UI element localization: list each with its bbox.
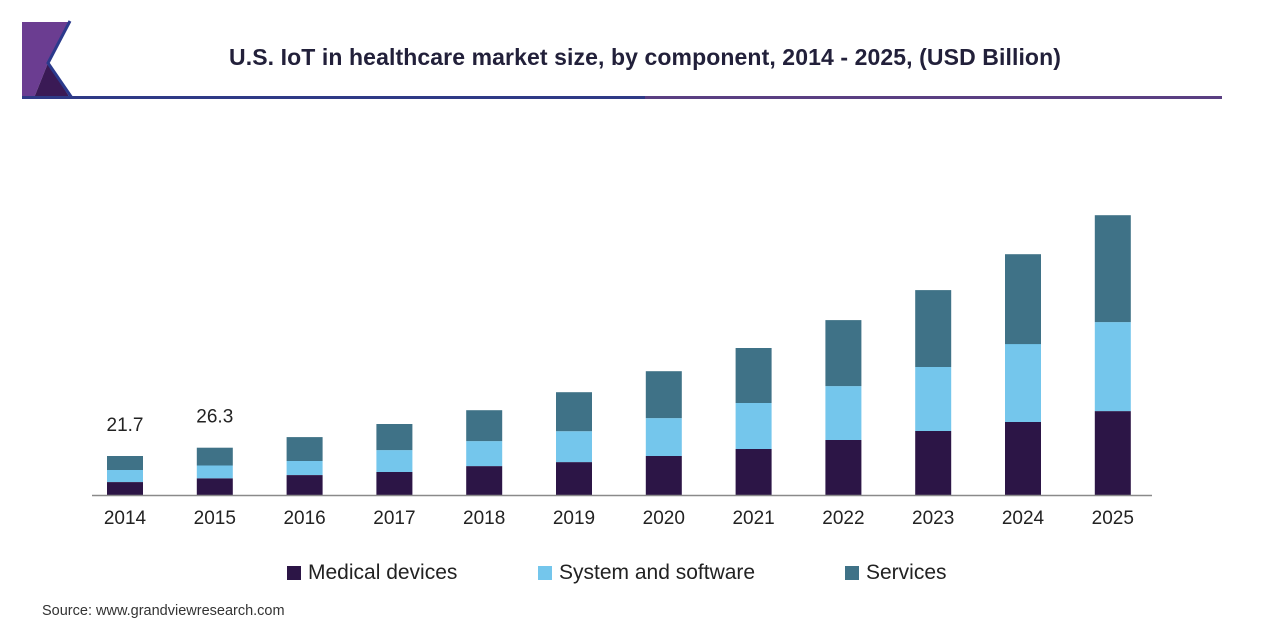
legend-item-system-and-software: System and software: [538, 561, 755, 585]
x-tick-label-2017: 2017: [373, 508, 415, 529]
bar-segment-system-and-software-2019: [556, 431, 592, 463]
data-label-2014: 21.7: [107, 415, 144, 436]
bar-segment-medical-devices-2017: [376, 472, 413, 495]
bar-segment-medical-devices-2023: [915, 431, 952, 495]
brand-logo: [22, 20, 74, 99]
bar-segment-medical-devices-2024: [1005, 422, 1041, 495]
bar-segment-system-and-software-2025: [1094, 322, 1131, 412]
source-note: Source: www.grandviewresearch.com: [42, 603, 285, 619]
bar-segment-medical-devices-2022: [825, 440, 862, 495]
bar-segment-services-2017: [376, 424, 413, 451]
data-label-2015: 26.3: [196, 407, 233, 428]
bar-segment-system-and-software-2017: [376, 450, 413, 472]
logo-purple-lower: [22, 63, 48, 98]
bar-segment-system-and-software-2022: [825, 386, 862, 440]
bar-segment-system-and-software-2016: [286, 461, 323, 475]
bar-segment-services-2018: [466, 410, 503, 442]
x-tick-label-2016: 2016: [283, 508, 325, 529]
logo-dark-triangle: [34, 63, 70, 98]
legend-swatch-system-and-software: [538, 566, 552, 580]
legend-swatch-medical-devices: [287, 566, 301, 580]
bar-segment-services-2019: [556, 392, 592, 432]
x-tick-label-2021: 2021: [732, 508, 774, 529]
x-tick-label-2015: 2015: [194, 508, 236, 529]
x-tick-label-2020: 2020: [643, 508, 685, 529]
header-divider-left: [22, 96, 645, 99]
bar-segment-system-and-software-2024: [1005, 344, 1041, 422]
bar-segment-medical-devices-2014: [107, 482, 143, 495]
header-divider-right: [645, 96, 1222, 99]
bar-segment-medical-devices-2021: [735, 449, 772, 495]
logo-chevron-edge: [46, 20, 74, 99]
bar-segment-services-2020: [645, 371, 682, 419]
legend-label: Services: [866, 561, 947, 584]
bar-segment-services-2016: [286, 437, 323, 461]
stacked-bar-chart: 2014 2015 2016 2017 2018 2019 2020 2021 2022 2023…: [92, 215, 1152, 529]
x-tick-label-2022: 2022: [822, 508, 864, 529]
legend-label: System and software: [559, 561, 756, 584]
x-tick-label-2023: 2023: [912, 508, 954, 529]
bar-segment-medical-devices-2020: [645, 456, 682, 495]
chart-title: U.S. IoT in healthcare market size, by c…: [229, 44, 1061, 70]
bar-segment-services-2024: [1005, 254, 1041, 345]
bar-segment-system-and-software-2020: [645, 418, 682, 456]
bar-segment-services-2023: [915, 290, 952, 367]
bar-segment-services-2021: [735, 348, 772, 403]
bar-segment-system-and-software-2014: [107, 470, 143, 482]
bar-segment-services-2025: [1094, 215, 1131, 323]
legend-swatch-services: [845, 566, 859, 580]
x-tick-labels: 2014 2015 2016 2017 2018 2019 2020 2021 2022 2023…: [104, 508, 1134, 529]
x-tick-label-2025: 2025: [1092, 508, 1134, 529]
x-tick-label-2024: 2024: [1002, 508, 1045, 529]
x-tick-label-2014: 2014: [104, 508, 147, 529]
data-labels: 21.7 26.3: [107, 407, 234, 436]
legend-item-medical-devices: Medical devices: [287, 561, 457, 585]
legend: Medical devices System and software Serv…: [0, 561, 1264, 591]
bar-segment-services-2014: [107, 456, 143, 470]
bar-segment-medical-devices-2018: [466, 466, 503, 495]
bar-segment-medical-devices-2019: [556, 462, 592, 495]
bar-segment-system-and-software-2023: [915, 367, 952, 431]
legend-label: Medical devices: [308, 561, 458, 584]
bar-segment-medical-devices-2016: [286, 475, 323, 495]
bar-segment-medical-devices-2025: [1094, 411, 1131, 495]
legend-item-services: Services: [845, 561, 947, 585]
bar-segment-services-2015: [196, 447, 233, 466]
bar-segment-medical-devices-2015: [196, 478, 233, 495]
bar-segment-system-and-software-2018: [466, 441, 503, 467]
x-tick-label-2019: 2019: [553, 508, 595, 529]
bar-segment-system-and-software-2015: [196, 465, 233, 479]
logo-purple-panel: [22, 22, 70, 63]
bars-layer: [107, 215, 1131, 495]
bar-segment-services-2022: [825, 320, 862, 387]
bar-segment-system-and-software-2021: [735, 403, 772, 449]
x-tick-label-2018: 2018: [463, 508, 505, 529]
